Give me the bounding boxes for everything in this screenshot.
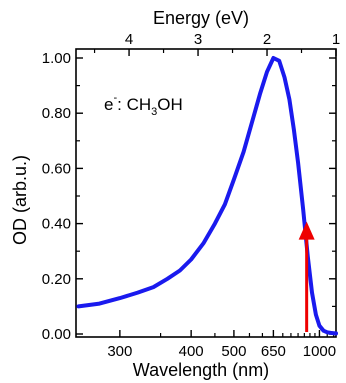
x-axis-title: Wavelength (nm) (133, 360, 269, 380)
x-tick-label: 400 (179, 343, 204, 360)
arrow-head (298, 221, 315, 240)
absorption-series-line (76, 56, 338, 336)
plot-frame (75, 48, 337, 338)
y-tick-label: 0.80 (42, 105, 71, 122)
top-tick-label: 4 (125, 31, 133, 48)
plot-layer: 0.00 0.20 0.40 0.60 0.80 1.00 300 400 500 650 1000… (42, 31, 340, 360)
x-tick-label: 650 (261, 343, 286, 360)
top-tick-label: 2 (263, 31, 271, 48)
y-tick-label: 1.00 (42, 50, 71, 67)
x-tick-label: 500 (221, 343, 246, 360)
y-tick-label: 0.00 (42, 326, 71, 343)
y-tick-label: 0.20 (42, 271, 71, 288)
top-tick-label: 1 (332, 31, 340, 48)
top-axis-title: Energy (eV) (153, 8, 249, 28)
y-tick-label: 0.60 (42, 160, 71, 177)
top-tick-label: 3 (194, 31, 202, 48)
y-axis-title: OD (arb.u.) (10, 155, 30, 245)
annotation-label: e-: CH3OH (104, 92, 183, 118)
y-tick-label: 0.40 (42, 216, 71, 233)
x-tick-label: 300 (107, 343, 132, 360)
x-tick-label: 1000 (303, 343, 336, 360)
